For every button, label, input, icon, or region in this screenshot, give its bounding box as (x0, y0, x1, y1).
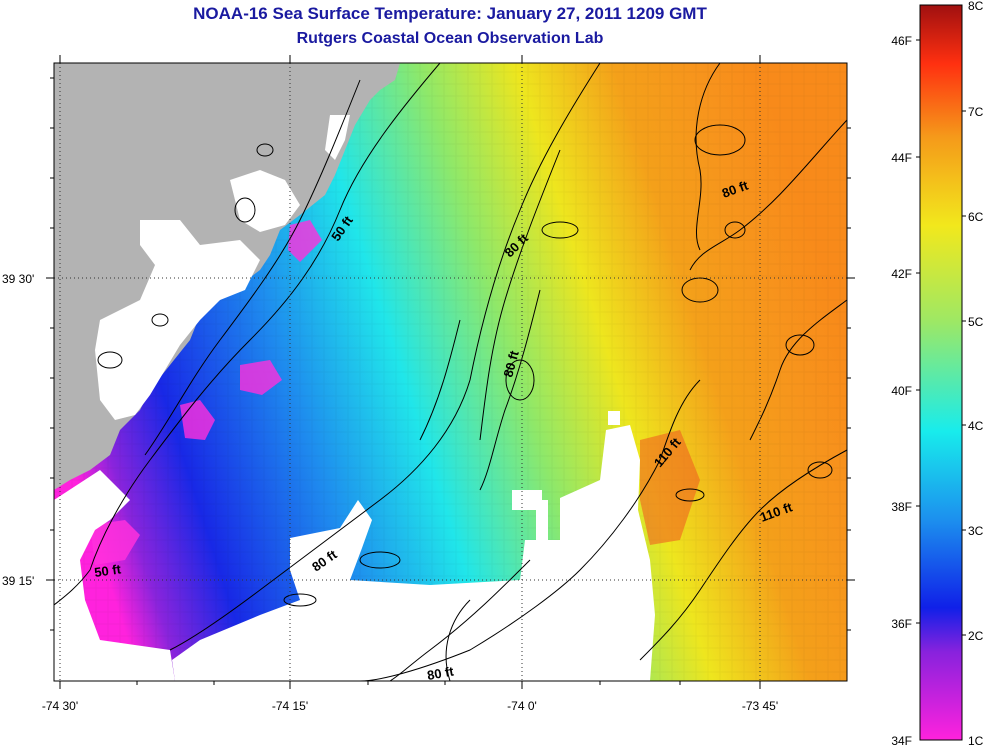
plot-frame (53, 62, 848, 682)
no-data-region (172, 425, 655, 681)
colorbar-c-label: 3C (968, 524, 984, 538)
colorbar-f-label: 38F (891, 500, 912, 514)
map-title: NOAA-16 Sea Surface Temperature: January… (193, 4, 707, 23)
x-tick-label: -74 15' (272, 699, 308, 713)
x-tick-label: -74 0' (507, 699, 537, 713)
contour-label: 50 ft (93, 561, 122, 580)
colorbar-f-label: 46F (891, 34, 912, 48)
contour-label: 80 ft (426, 663, 456, 683)
colorbar-c-label: 5C (968, 315, 984, 329)
contour-label: 80 ft (500, 348, 522, 378)
colorbar-f-label: 40F (891, 384, 912, 398)
x-tick-label: -74 30' (42, 699, 78, 713)
colorbar-c-label: 4C (968, 419, 984, 433)
colorbar-f-label: 42F (891, 267, 912, 281)
map-subtitle: Rutgers Coastal Ocean Observation Lab (296, 30, 604, 47)
x-tick-label: -73 45' (742, 699, 778, 713)
warm-core (640, 430, 700, 545)
colorbar-f-label: 36F (891, 617, 912, 631)
axis-ticks (46, 55, 855, 689)
colorbar-c-label: 7C (968, 105, 984, 119)
colorbar-c-label: 6C (968, 210, 984, 224)
graticule (54, 63, 847, 681)
bathymetry-contours (53, 62, 848, 682)
colorbar-c-label: 8C (968, 0, 984, 13)
colorbar-f-label: 44F (891, 151, 912, 165)
colorbar: 46F 44F 42F 40F 38F 36F 34F 8C 7C 6C 5C … (891, 0, 983, 748)
y-tick-label: 39 15' (2, 574, 34, 588)
coastal-bay (95, 220, 260, 420)
colorbar-f-label: 34F (891, 734, 912, 748)
warm-patch-coast (90, 520, 140, 565)
colorbar-c-label: 2C (968, 629, 984, 643)
colorbar-gradient (919, 4, 963, 741)
colorbar-c-label: 1C (968, 734, 984, 748)
y-tick-label: 39 30' (2, 272, 34, 286)
